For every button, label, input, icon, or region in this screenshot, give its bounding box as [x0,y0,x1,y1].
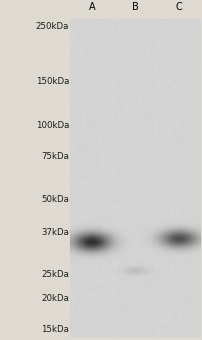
Text: 100kDa: 100kDa [36,121,69,130]
Text: B: B [132,2,138,12]
Text: 15kDa: 15kDa [41,325,69,334]
Text: 250kDa: 250kDa [36,22,69,31]
Text: 25kDa: 25kDa [41,270,69,279]
Text: 37kDa: 37kDa [41,228,69,237]
Text: 50kDa: 50kDa [41,195,69,204]
Text: 150kDa: 150kDa [36,77,69,86]
Text: 75kDa: 75kDa [41,152,69,161]
Text: C: C [175,2,182,12]
Text: A: A [88,2,95,12]
Text: 20kDa: 20kDa [41,294,69,303]
